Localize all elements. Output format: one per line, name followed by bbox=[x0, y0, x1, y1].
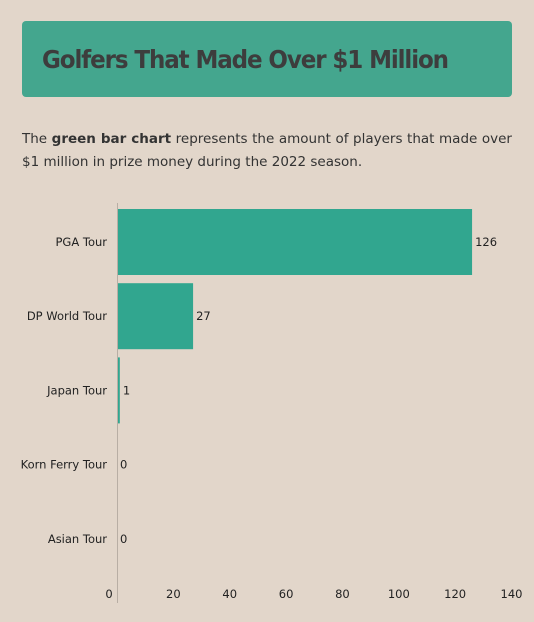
category-label-3: Korn Ferry Tour bbox=[21, 458, 108, 472]
bar-chart: PGA Tour 126 DP World Tour 27 Japan Tour 1 Kor… bbox=[21, 203, 523, 603]
data-label-3: 0 bbox=[120, 458, 127, 472]
x-tick-label-0: 0 bbox=[105, 587, 112, 601]
category-label-2: Japan Tour bbox=[46, 383, 107, 397]
category-label-0: PGA Tour bbox=[56, 235, 108, 249]
bar-0 bbox=[117, 209, 473, 275]
x-tick-label-1: 20 bbox=[166, 587, 181, 601]
bar-2 bbox=[117, 357, 120, 424]
description-highlight: green bar chart bbox=[51, 131, 172, 147]
x-tick-label-4: 80 bbox=[335, 587, 350, 601]
bar-1 bbox=[117, 283, 194, 350]
header-banner: Golfers That Made Over $1 Million bbox=[22, 21, 512, 97]
category-label-4: Asian Tour bbox=[48, 532, 107, 546]
description-prefix: The bbox=[22, 131, 52, 147]
data-label-0: 126 bbox=[475, 235, 497, 249]
x-tick-label-2: 40 bbox=[222, 587, 237, 601]
description-suffix: represents the amount of players that ma… bbox=[22, 131, 512, 170]
x-tick-label-7: 140 bbox=[501, 587, 523, 601]
page-title: Golfers That Made Over $1 Million bbox=[42, 44, 449, 74]
data-label-2: 1 bbox=[123, 383, 130, 397]
x-tick-label-3: 60 bbox=[279, 587, 294, 601]
chart-description: The green bar chart represents the amoun… bbox=[22, 128, 512, 174]
x-tick-label-5: 100 bbox=[388, 587, 410, 601]
category-label-1: DP World Tour bbox=[27, 309, 107, 323]
data-label-1: 27 bbox=[196, 309, 211, 323]
data-label-4: 0 bbox=[120, 532, 127, 546]
x-tick-label-6: 120 bbox=[444, 587, 466, 601]
